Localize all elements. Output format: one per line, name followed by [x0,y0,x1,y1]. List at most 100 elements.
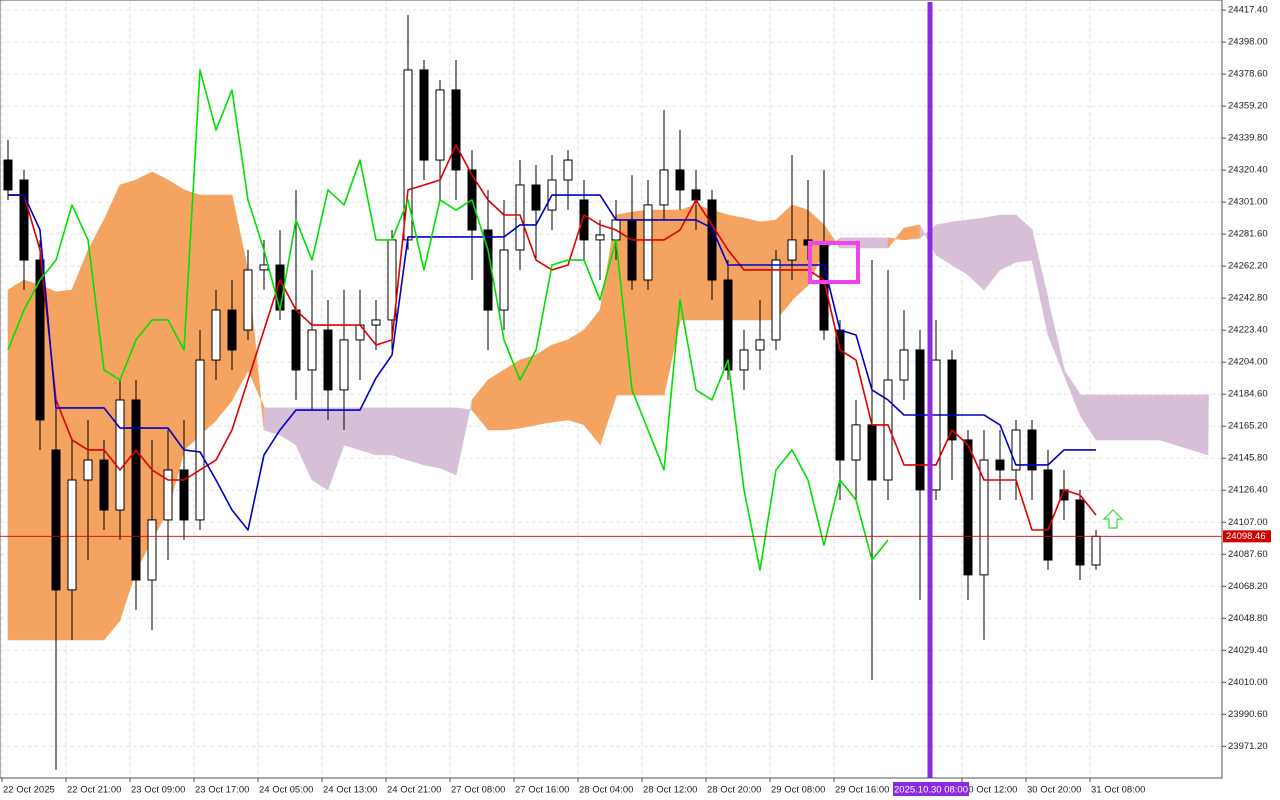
indicator-line [7,69,889,571]
y-tick-label: 24262.20 [1228,261,1268,272]
candle-body [291,309,301,371]
x-tick-label: 30 Oct 12:00 [963,785,1017,796]
candle-body [915,349,925,491]
candle-layer [3,15,1101,770]
candle-body [243,269,253,331]
y-tick-label: 24068.20 [1228,581,1268,592]
axis-layer [0,0,1226,782]
candle-body [1027,429,1037,471]
indicator-line [8,194,1096,531]
candle-body [435,89,445,161]
candle-body [259,264,269,271]
candle-body [675,169,685,191]
cloud-segment [1031,229,1049,336]
y-tick-label: 24087.60 [1228,549,1268,560]
x-tick-label: 29 Oct 08:00 [771,785,825,796]
cloud-segment [951,219,969,276]
candle-body [643,204,653,281]
candle-body [339,339,349,391]
candle-body [755,339,765,351]
cloud-segment [311,407,329,491]
y-tick-label: 24339.80 [1228,133,1268,144]
y-tick-label: 24320.40 [1228,165,1268,176]
highlight-box [808,241,860,284]
candle-body [195,359,205,521]
candle-body [323,329,333,391]
x-tick-label: 24 Oct 05:00 [259,785,313,796]
x-tick-label: 22 Oct 2025 [3,785,55,796]
candle-body [867,424,877,481]
candle-body [35,259,45,421]
candle-body [739,349,749,371]
cloud-segment [407,407,425,466]
candle-body [227,309,237,351]
y-tick-label: 24301.00 [1228,197,1268,208]
y-tick-label: 24107.00 [1228,517,1268,528]
candle-body [1091,535,1101,566]
cloud-segment [583,309,601,446]
candle-body [67,479,77,591]
cloud-layer [7,171,1209,641]
cloud-segment [1191,394,1209,456]
y-tick-label: 24048.80 [1228,613,1268,624]
x-tick-label: 29 Oct 16:00 [835,785,889,796]
cloud-segment [1159,394,1177,446]
cloud-segment [1127,394,1145,441]
x-tick-label: 28 Oct 12:00 [643,785,697,796]
candle-body [819,244,829,331]
cloud-segment [567,329,585,426]
x-tick-label: 22 Oct 21:00 [67,785,121,796]
y-tick-label: 24010.00 [1228,677,1268,688]
candle-body [131,399,141,581]
label-layer: 24417.40 24398.00 24378.60 24359.20 24339.80… [3,5,1271,796]
y-tick-label: 24359.20 [1228,101,1268,112]
cloud-segment [263,407,281,436]
candle-body [627,219,637,281]
candle-body [979,459,989,576]
cloud-segment [391,407,409,461]
candle-body [563,159,573,181]
candle-body [1075,499,1085,566]
candle-body [99,459,109,511]
line-layer [0,69,1222,571]
cloud-segment [999,214,1017,271]
crosshair-label-box [893,782,969,796]
candle-body [211,309,221,361]
candle-body [147,519,157,581]
x-tick-label: 30 Oct 20:00 [1027,785,1081,796]
candle-body [19,179,29,261]
cloud-segment [1095,394,1113,441]
crosshair-label: 2025.10.30 08:00 [894,785,968,796]
cloud-segment [535,344,553,426]
candle-body [707,199,717,281]
cloud-segment [343,407,361,451]
cloud-segment [215,194,233,421]
y-tick-label: 23990.60 [1228,709,1268,720]
candle-body [531,184,541,211]
indicator-line [8,144,1097,531]
x-tick-label: 23 Oct 17:00 [195,785,249,796]
x-tick-label: 28 Oct 04:00 [579,785,633,796]
cloud-segment [1175,394,1193,451]
y-tick-label: 24242.80 [1228,293,1268,304]
candle-body [3,159,13,191]
candle-body [771,259,781,341]
cloud-segment [743,217,761,321]
cloud-segment [487,369,505,431]
y-tick-label: 24029.40 [1228,645,1268,656]
candle-body [787,239,797,261]
candle-body [51,449,61,591]
candle-body [595,234,605,241]
cloud-segment [679,204,697,321]
candle-body [1011,429,1021,471]
x-tick-label: 24 Oct 21:00 [387,785,441,796]
candle-body [691,189,701,201]
y-tick-label: 24378.60 [1228,69,1268,80]
x-tick-label: 28 Oct 20:00 [707,785,761,796]
cloud-segment [1143,394,1161,441]
cloud-segment [439,407,457,476]
cloud-segment [1111,394,1129,441]
y-tick-label: 24398.00 [1228,37,1268,48]
up-arrow [1102,509,1124,529]
